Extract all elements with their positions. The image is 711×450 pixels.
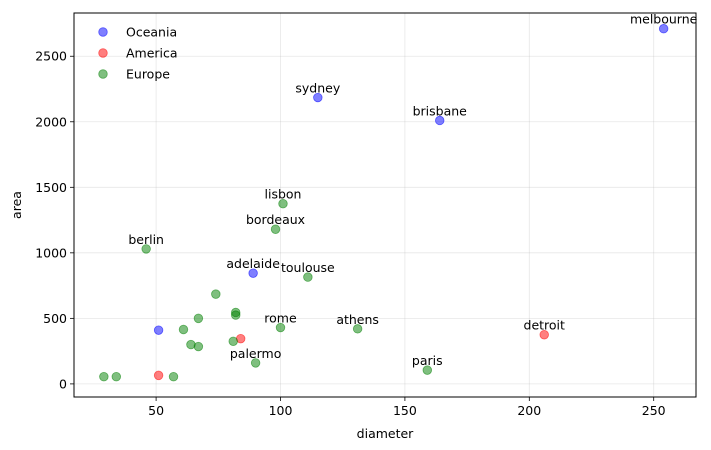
point-label: toulouse: [281, 260, 335, 275]
plot-frame: [73, 12, 697, 398]
y-tick-label: 500: [43, 311, 67, 326]
legend-label: Oceania: [126, 25, 177, 40]
point-europe: [231, 310, 241, 320]
point-label: sydney: [295, 81, 340, 96]
point-europe: [352, 324, 363, 334]
point-label: melbourne: [630, 12, 698, 27]
legend-label: America: [126, 46, 178, 61]
point-europe: [270, 224, 281, 234]
point-oceania: [435, 115, 445, 126]
x-tick-label: 250: [642, 403, 666, 418]
legend-label: Europe: [126, 67, 170, 82]
grid: [74, 13, 696, 397]
y-tick-label: 1500: [35, 180, 67, 195]
x-axis-label: diameter: [357, 426, 415, 441]
legend-marker: [98, 27, 108, 37]
y-axis-label: area: [9, 191, 24, 219]
point-europe: [228, 336, 238, 347]
y-tick-label: 2000: [35, 114, 67, 129]
point-oceania: [248, 268, 258, 278]
point-europe: [193, 313, 204, 324]
point-europe: [250, 358, 261, 368]
point-europe: [168, 371, 179, 382]
point-europe: [422, 365, 432, 375]
legend-marker: [98, 69, 108, 79]
x-tick-label: 200: [517, 403, 541, 418]
point-label: palermo: [230, 346, 282, 361]
point-europe: [111, 371, 121, 382]
point-america: [153, 370, 164, 381]
point-labels: melbourne sydney brisbane adelaide detroit li…: [128, 12, 697, 368]
point-oceania: [313, 92, 323, 103]
point-label: berlin: [128, 232, 164, 247]
point-oceania: [658, 24, 669, 34]
x-tick-label: 150: [393, 403, 417, 418]
point-europe: [193, 341, 204, 352]
point-oceania: [153, 325, 164, 335]
x-tick-label: 50: [148, 403, 164, 418]
point-label: adelaide: [226, 256, 280, 271]
point-europe: [99, 371, 109, 382]
point-europe: [178, 324, 189, 335]
x-tick-label: 100: [269, 403, 293, 418]
y-tick-label: 2500: [35, 49, 67, 64]
point-europe: [141, 244, 151, 254]
point-label: rome: [264, 311, 297, 326]
point-label: brisbane: [413, 103, 468, 118]
point-europe: [278, 198, 288, 209]
data-points: [99, 24, 669, 382]
point-label: detroit: [524, 318, 566, 333]
point-europe: [303, 272, 313, 282]
y-tick-label: 1000: [35, 245, 67, 260]
y-tick-label: 0: [59, 376, 67, 391]
legend-marker: [98, 48, 108, 58]
point-label: paris: [412, 353, 443, 368]
point-europe: [211, 289, 221, 299]
point-europe: [275, 322, 286, 333]
legend: Oceania America Europe: [98, 25, 178, 82]
point-label: bordeaux: [246, 212, 305, 227]
point-label: athens: [336, 312, 379, 327]
point-america: [539, 330, 549, 340]
point-label: lisbon: [265, 187, 302, 202]
